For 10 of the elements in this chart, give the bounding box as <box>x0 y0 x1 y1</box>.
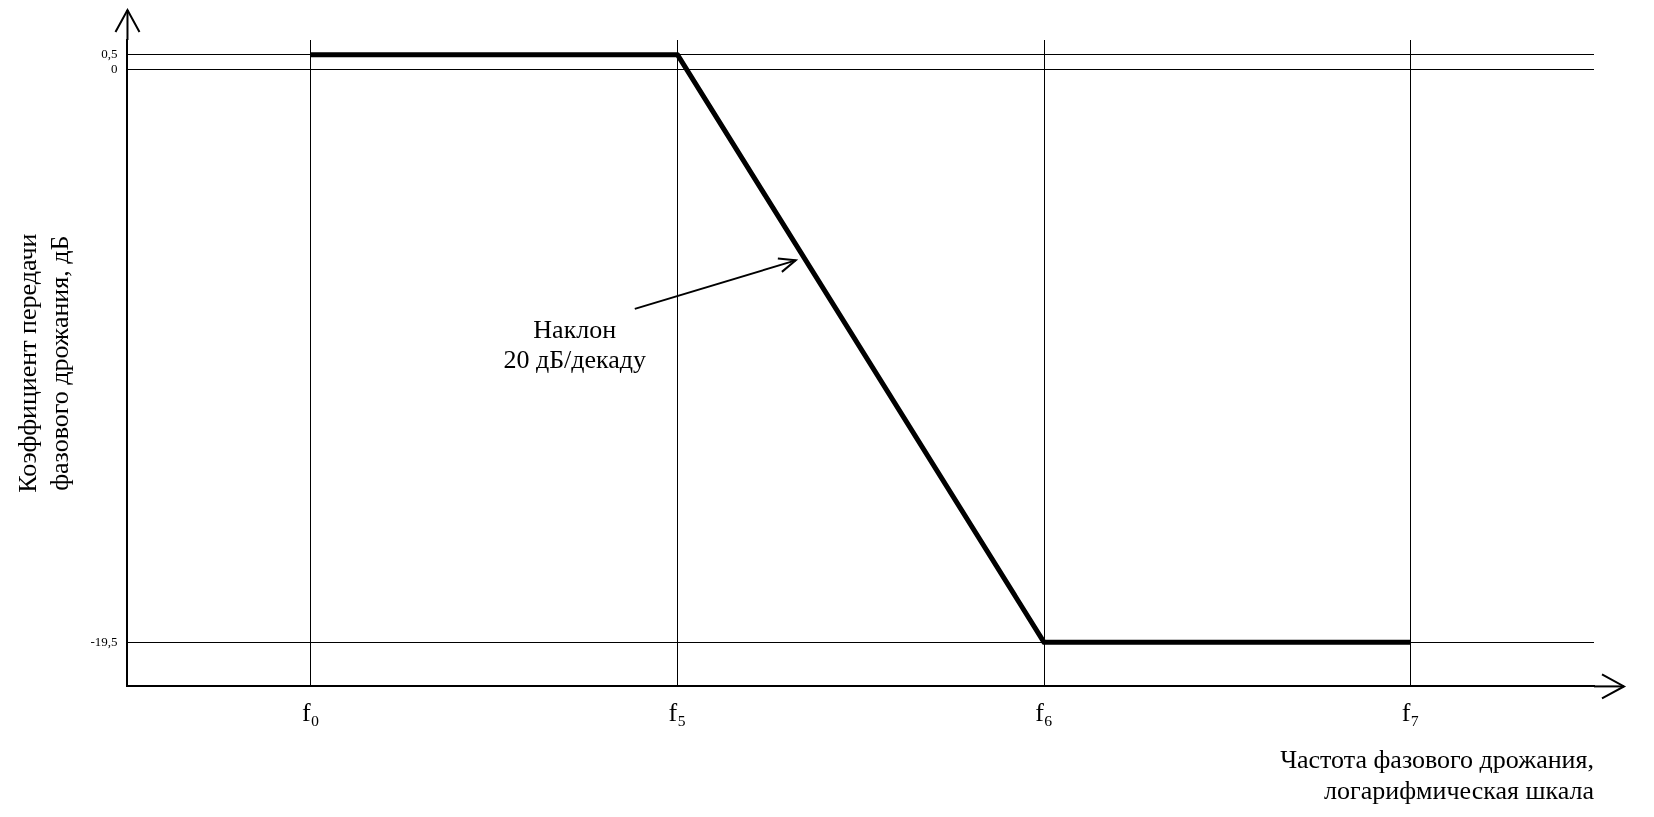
x-tick-label: f₇ <box>1401 697 1420 727</box>
y-axis-title: Коэффициент передачи фазового дрожания, дБ <box>13 233 74 493</box>
x-tick-label: f₆ <box>1035 697 1053 727</box>
annotation: Наклон 20 дБ/декаду <box>503 314 647 374</box>
x-axis-title: Частота фазового дрожания, логарифмическая шкала <box>1280 745 1595 806</box>
x-tick-label: f₀ <box>301 697 320 727</box>
y-tick-label: -19,5 <box>90 633 118 649</box>
y-tick-label: 0,5 <box>101 46 118 62</box>
y-tick-label: 0 <box>110 60 118 76</box>
x-tick-label: f₅ <box>668 697 687 727</box>
